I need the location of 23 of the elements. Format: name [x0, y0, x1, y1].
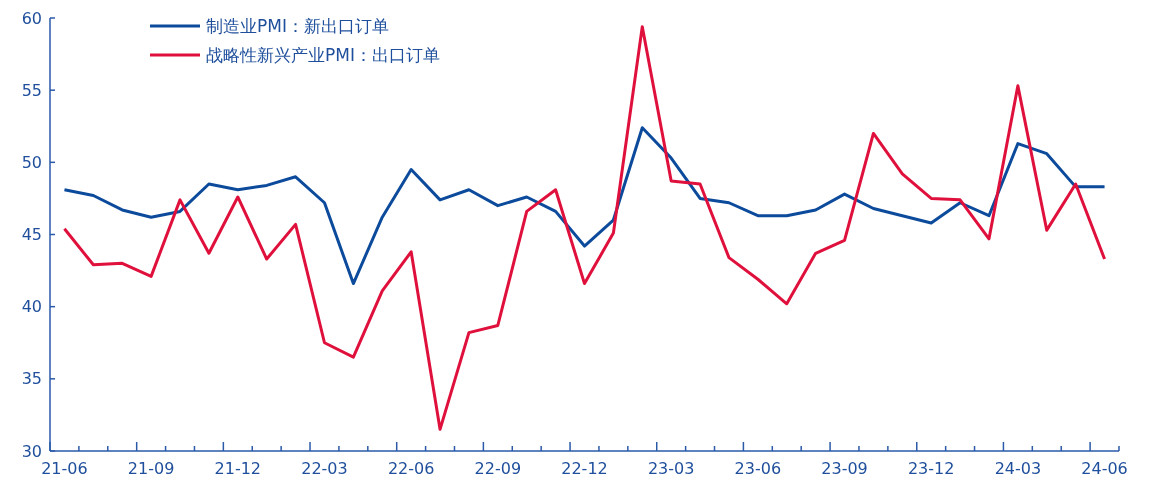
x-tick-label: 23-06 [734, 459, 782, 478]
y-tick-label: 40 [21, 297, 42, 317]
y-tick-label: 35 [21, 369, 42, 389]
y-tick-label: 60 [21, 8, 42, 28]
x-tick-label: 22-12 [561, 459, 608, 478]
x-tick-label: 23-03 [647, 459, 695, 478]
y-tick-label: 45 [21, 225, 42, 245]
x-tick-label: 23-09 [821, 459, 868, 478]
legend-label: 制造业PMI：新出口订单 [206, 15, 389, 36]
x-tick-label: 22-09 [474, 459, 522, 478]
x-tick-label: 22-06 [387, 459, 435, 478]
x-tick-label: 24-06 [1081, 459, 1128, 478]
y-tick-label: 55 [21, 80, 42, 100]
y-tick-label: 50 [21, 152, 42, 172]
x-tick-label: 23-12 [907, 459, 955, 478]
x-tick-label: 21-12 [214, 459, 262, 478]
x-tick-label: 21-06 [41, 459, 88, 478]
x-tick-label: 22-03 [301, 459, 348, 478]
x-tick-label: 24-03 [994, 459, 1042, 478]
line-series [62, 126, 1107, 286]
x-tick-label: 21-09 [127, 459, 175, 478]
legend-label: 战略性新兴产业PMI：出口订单 [206, 44, 440, 65]
y-tick-label: 30 [21, 441, 42, 461]
